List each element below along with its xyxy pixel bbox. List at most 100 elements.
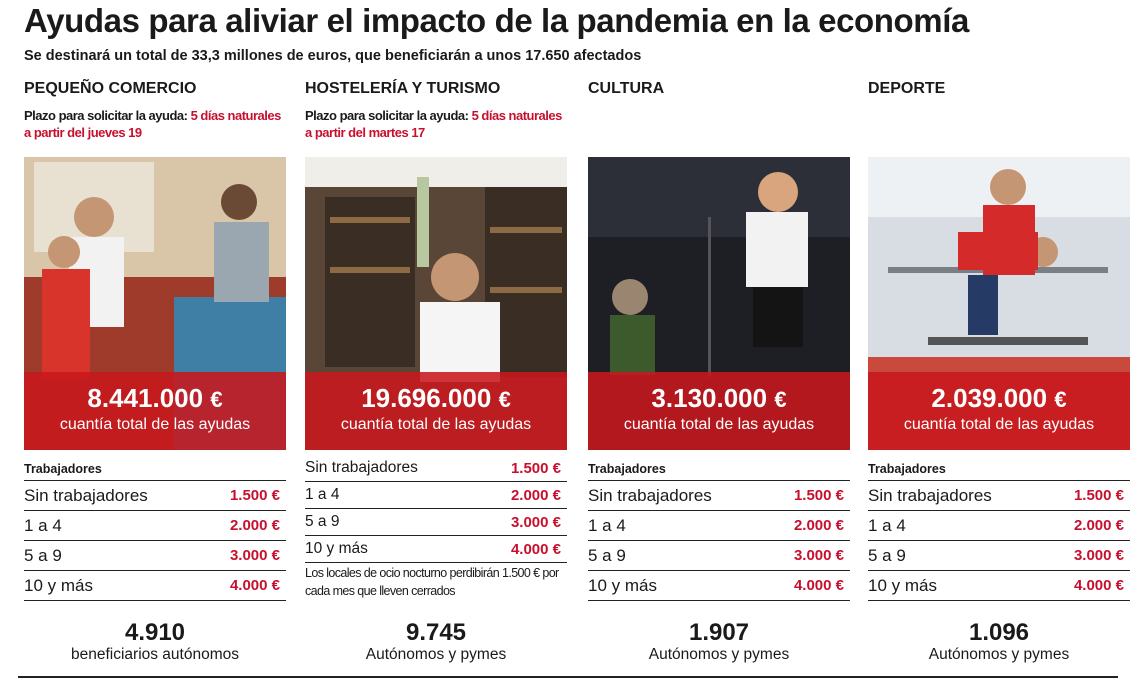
row-label: 1 a 4 <box>24 515 62 535</box>
row-value: 1.500 € <box>1073 487 1124 504</box>
table-row: 10 y más 4.000 € <box>24 571 286 601</box>
amount-band: 3.130.000 € cuantía total de las ayudas <box>588 372 850 450</box>
amount-value: 3.130.000 <box>651 383 768 413</box>
deadline-text: Plazo para solicitar la ayuda: 5 días na… <box>305 107 567 141</box>
table-row: Sin trabajadores 1.500 € <box>305 455 567 482</box>
row-value: 1.500 € <box>793 487 844 504</box>
row-value: 4.000 € <box>793 577 844 594</box>
table-header: Trabajadores <box>24 458 286 481</box>
row-label: 5 a 9 <box>868 545 906 565</box>
row-label: Sin trabajadores <box>24 485 148 505</box>
column-hosteleria-turismo: HOSTELERÍA Y TURISMO Plazo para solicita… <box>305 80 567 680</box>
workers-table: Sin trabajadores 1.500 € 1 a 4 2.000 € 5 a… <box>305 455 567 563</box>
stat-label: beneficiarios autónomos <box>70 646 240 663</box>
photo-shop: 8.441.000 € cuantía total de las ayudas <box>24 157 286 450</box>
column-title: PEQUEÑO COMERCIO <box>24 80 197 97</box>
stat-label: Autónomos y pymes <box>365 646 507 663</box>
column-title: HOSTELERÍA Y TURISMO <box>305 80 501 97</box>
currency-symbol: € <box>210 387 223 412</box>
stat-number: 1.907 <box>688 619 750 646</box>
row-value: 2.000 € <box>1073 517 1124 534</box>
beneficiaries-stat: 1.096 Autónomos y pymes <box>868 620 1130 664</box>
stat-number: 1.096 <box>968 619 1030 646</box>
column-deporte: DEPORTE 2.039.000 € cuantía total de las… <box>868 80 1130 680</box>
table-row: 5 a 9 3.000 € <box>24 541 286 571</box>
row-value: 3.000 € <box>1073 547 1124 564</box>
stat-number: 9.745 <box>405 619 467 646</box>
row-value: 4.000 € <box>1073 577 1124 594</box>
row-value: 1.500 € <box>229 487 280 504</box>
row-value: 2.000 € <box>793 517 844 534</box>
deadline-value: 5 días naturales a partir del martes 17 <box>305 108 562 140</box>
row-label: 10 y más <box>588 575 657 595</box>
deadline-label: Plazo para solicitar la ayuda: <box>305 108 472 123</box>
amount-label: cuantía total de las ayudas <box>340 416 532 433</box>
nightlife-note: Los locales de ocio nocturno perdibirán … <box>305 566 559 598</box>
row-value: 3.000 € <box>793 547 844 564</box>
photo-gym: 2.039.000 € cuantía total de las ayudas <box>868 157 1130 450</box>
amount-value: 8.441.000 <box>87 383 204 413</box>
row-value: 4.000 € <box>229 577 280 594</box>
table-row: 5 a 9 3.000 € <box>588 541 850 571</box>
column-title: CULTURA <box>588 80 665 97</box>
row-label: Sin trabajadores <box>305 459 418 476</box>
beneficiaries-stat: 1.907 Autónomos y pymes <box>588 620 850 664</box>
table-row: 1 a 4 2.000 € <box>868 511 1130 541</box>
column-title: DEPORTE <box>868 80 946 97</box>
workers-table: Trabajadores Sin trabajadores 1.500 € 1 a… <box>24 458 286 601</box>
row-label: Sin trabajadores <box>588 485 712 505</box>
beneficiaries-stat: 4.910 beneficiarios autónomos <box>24 620 286 664</box>
table-row: 10 y más 4.000 € <box>305 536 567 563</box>
currency-symbol: € <box>774 387 787 412</box>
table-header: Trabajadores <box>588 458 850 481</box>
amount-value: 19.696.000 <box>361 383 492 413</box>
table-row: Sin trabajadores 1.500 € <box>868 481 1130 511</box>
row-value: 3.000 € <box>229 547 280 564</box>
row-label: 5 a 9 <box>588 545 626 565</box>
stat-number: 4.910 <box>124 619 186 646</box>
workers-table: Trabajadores Sin trabajadores 1.500 € 1 a… <box>868 458 1130 601</box>
amount-band: 8.441.000 € cuantía total de las ayudas <box>24 372 286 450</box>
amount-label: cuantía total de las ayudas <box>623 416 815 433</box>
deadline-text: Plazo para solicitar la ayuda: 5 días na… <box>24 107 286 141</box>
page-title: Ayudas para aliviar el impacto de la pan… <box>24 2 969 39</box>
photo-concert: 3.130.000 € cuantía total de las ayudas <box>588 157 850 450</box>
row-label: 5 a 9 <box>24 545 62 565</box>
table-row: Sin trabajadores 1.500 € <box>588 481 850 511</box>
row-label: Sin trabajadores <box>868 485 992 505</box>
stat-label: Autónomos y pymes <box>648 646 790 663</box>
table-row: 1 a 4 2.000 € <box>305 482 567 509</box>
row-label: 1 a 4 <box>868 515 906 535</box>
amount-label: cuantía total de las ayudas <box>59 416 251 433</box>
row-value: 3.000 € <box>510 513 561 531</box>
workers-table: Trabajadores Sin trabajadores 1.500 € 1 a… <box>588 458 850 601</box>
bottom-divider <box>18 676 1118 678</box>
row-label: 10 y más <box>305 540 368 557</box>
deadline-value: 5 días naturales a partir del jueves 19 <box>24 108 281 140</box>
row-value: 2.000 € <box>229 517 280 534</box>
deadline-label: Plazo para solicitar la ayuda: <box>24 108 191 123</box>
amount-label: cuantía total de las ayudas <box>903 416 1095 433</box>
row-label: 10 y más <box>868 575 937 595</box>
table-row: 5 a 9 3.000 € <box>305 509 567 536</box>
column-pequeno-comercio: PEQUEÑO COMERCIO Plazo para solicitar la… <box>24 80 286 680</box>
page-subtitle: Se destinará un total de 33,3 millones d… <box>24 48 642 64</box>
row-label: 5 a 9 <box>305 513 340 530</box>
amount-value: 2.039.000 <box>931 383 1048 413</box>
row-value: 4.000 € <box>510 540 561 558</box>
row-value: 2.000 € <box>510 486 561 504</box>
table-row: 10 y más 4.000 € <box>588 571 850 601</box>
amount-band: 19.696.000 € cuantía total de las ayudas <box>305 372 567 450</box>
currency-symbol: € <box>1054 387 1067 412</box>
amount-band: 2.039.000 € cuantía total de las ayudas <box>868 372 1130 450</box>
column-cultura: CULTURA 3.130.000 € cuantía total de las… <box>588 80 850 680</box>
table-row: 1 a 4 2.000 € <box>24 511 286 541</box>
row-value: 1.500 € <box>510 459 561 477</box>
beneficiaries-stat: 9.745 Autónomos y pymes <box>305 620 567 664</box>
table-row: 1 a 4 2.000 € <box>588 511 850 541</box>
row-label: 1 a 4 <box>305 486 340 503</box>
photo-bar: 19.696.000 € cuantía total de las ayudas <box>305 157 567 450</box>
currency-symbol: € <box>498 387 511 412</box>
table-row: Sin trabajadores 1.500 € <box>24 481 286 511</box>
table-row: 10 y más 4.000 € <box>868 571 1130 601</box>
